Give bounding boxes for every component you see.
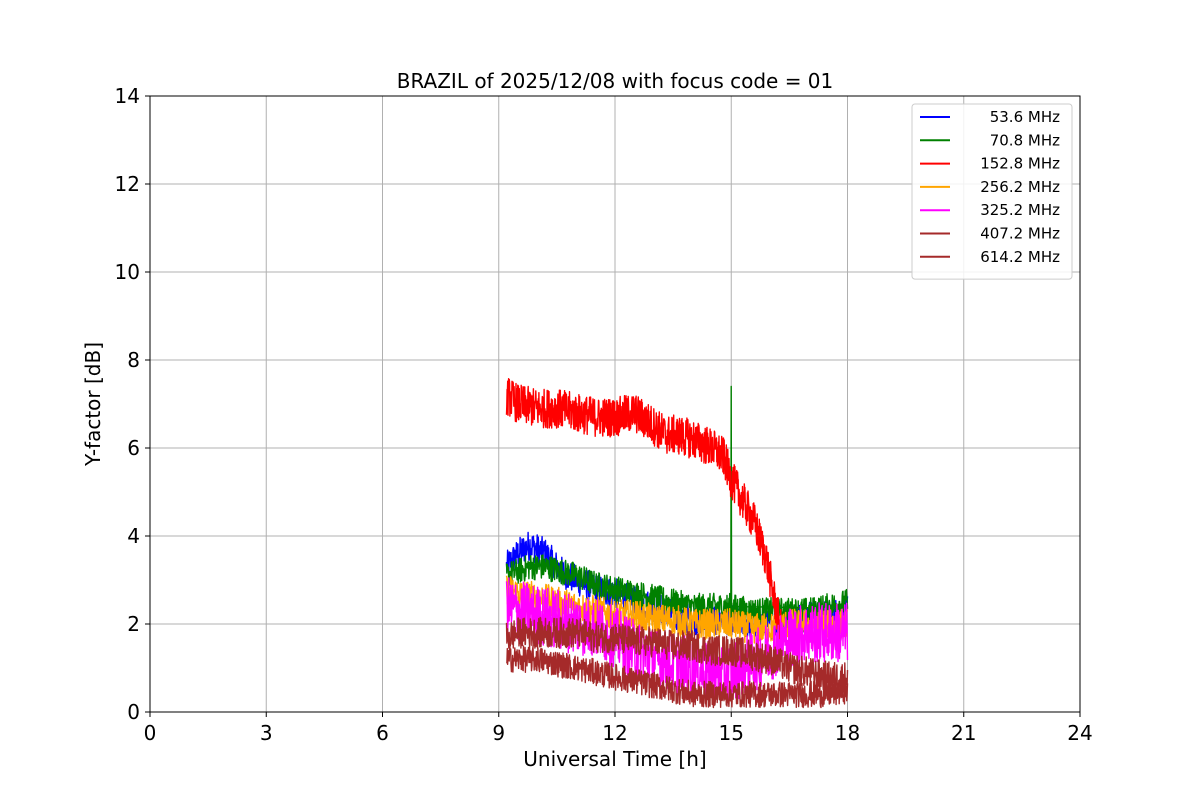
y-axis-label: Y-factor [dB] xyxy=(81,342,105,467)
x-axis-label: Universal Time [h] xyxy=(523,747,706,771)
y-tick-label: 10 xyxy=(115,260,140,284)
x-tick-label: 24 xyxy=(1067,721,1092,745)
x-tick-label: 18 xyxy=(835,721,860,745)
x-axis-ticks: 0 3 6 9 12 15 18 21 24 xyxy=(144,712,1093,745)
y-tick-label: 2 xyxy=(127,612,140,636)
legend-label: 325.2 MHz xyxy=(975,201,1060,219)
legend-label: 256.2 MHz xyxy=(975,178,1060,196)
y-tick-label: 8 xyxy=(127,348,140,372)
legend-label: 53.6 MHz xyxy=(980,108,1060,126)
series-line-407-2-mhz xyxy=(505,645,849,709)
x-tick-label: 9 xyxy=(492,721,505,745)
legend-box xyxy=(911,103,1073,280)
legend-label: 407.2 MHz xyxy=(975,225,1060,243)
y-tick-label: 14 xyxy=(115,84,140,108)
y-tick-label: 0 xyxy=(127,700,140,724)
chart-title: BRAZIL of 2025/12/08 with focus code = 0… xyxy=(397,69,834,93)
legend: 53.6 MHz 70.8 MHz 152.8 MHz 256.2 MHz 32… xyxy=(911,103,1073,280)
legend-label: 152.8 MHz xyxy=(975,155,1060,173)
x-tick-label: 6 xyxy=(376,721,389,745)
legend-label: 70.8 MHz xyxy=(980,131,1060,149)
x-tick-label: 15 xyxy=(719,721,744,745)
series-layer xyxy=(505,378,849,709)
y-tick-label: 6 xyxy=(127,436,140,460)
legend-label: 614.2 MHz xyxy=(975,248,1060,266)
x-tick-label: 12 xyxy=(602,721,627,745)
y-axis-ticks: 0 2 4 6 8 10 12 14 xyxy=(115,84,150,724)
y-tick-label: 4 xyxy=(127,524,140,548)
series-line-152-8-mhz xyxy=(505,378,783,645)
y-tick-label: 12 xyxy=(115,172,140,196)
series-line-614-2-mhz xyxy=(505,616,849,693)
x-tick-label: 21 xyxy=(951,721,976,745)
x-tick-label: 3 xyxy=(260,721,273,745)
x-tick-label: 0 xyxy=(144,721,157,745)
